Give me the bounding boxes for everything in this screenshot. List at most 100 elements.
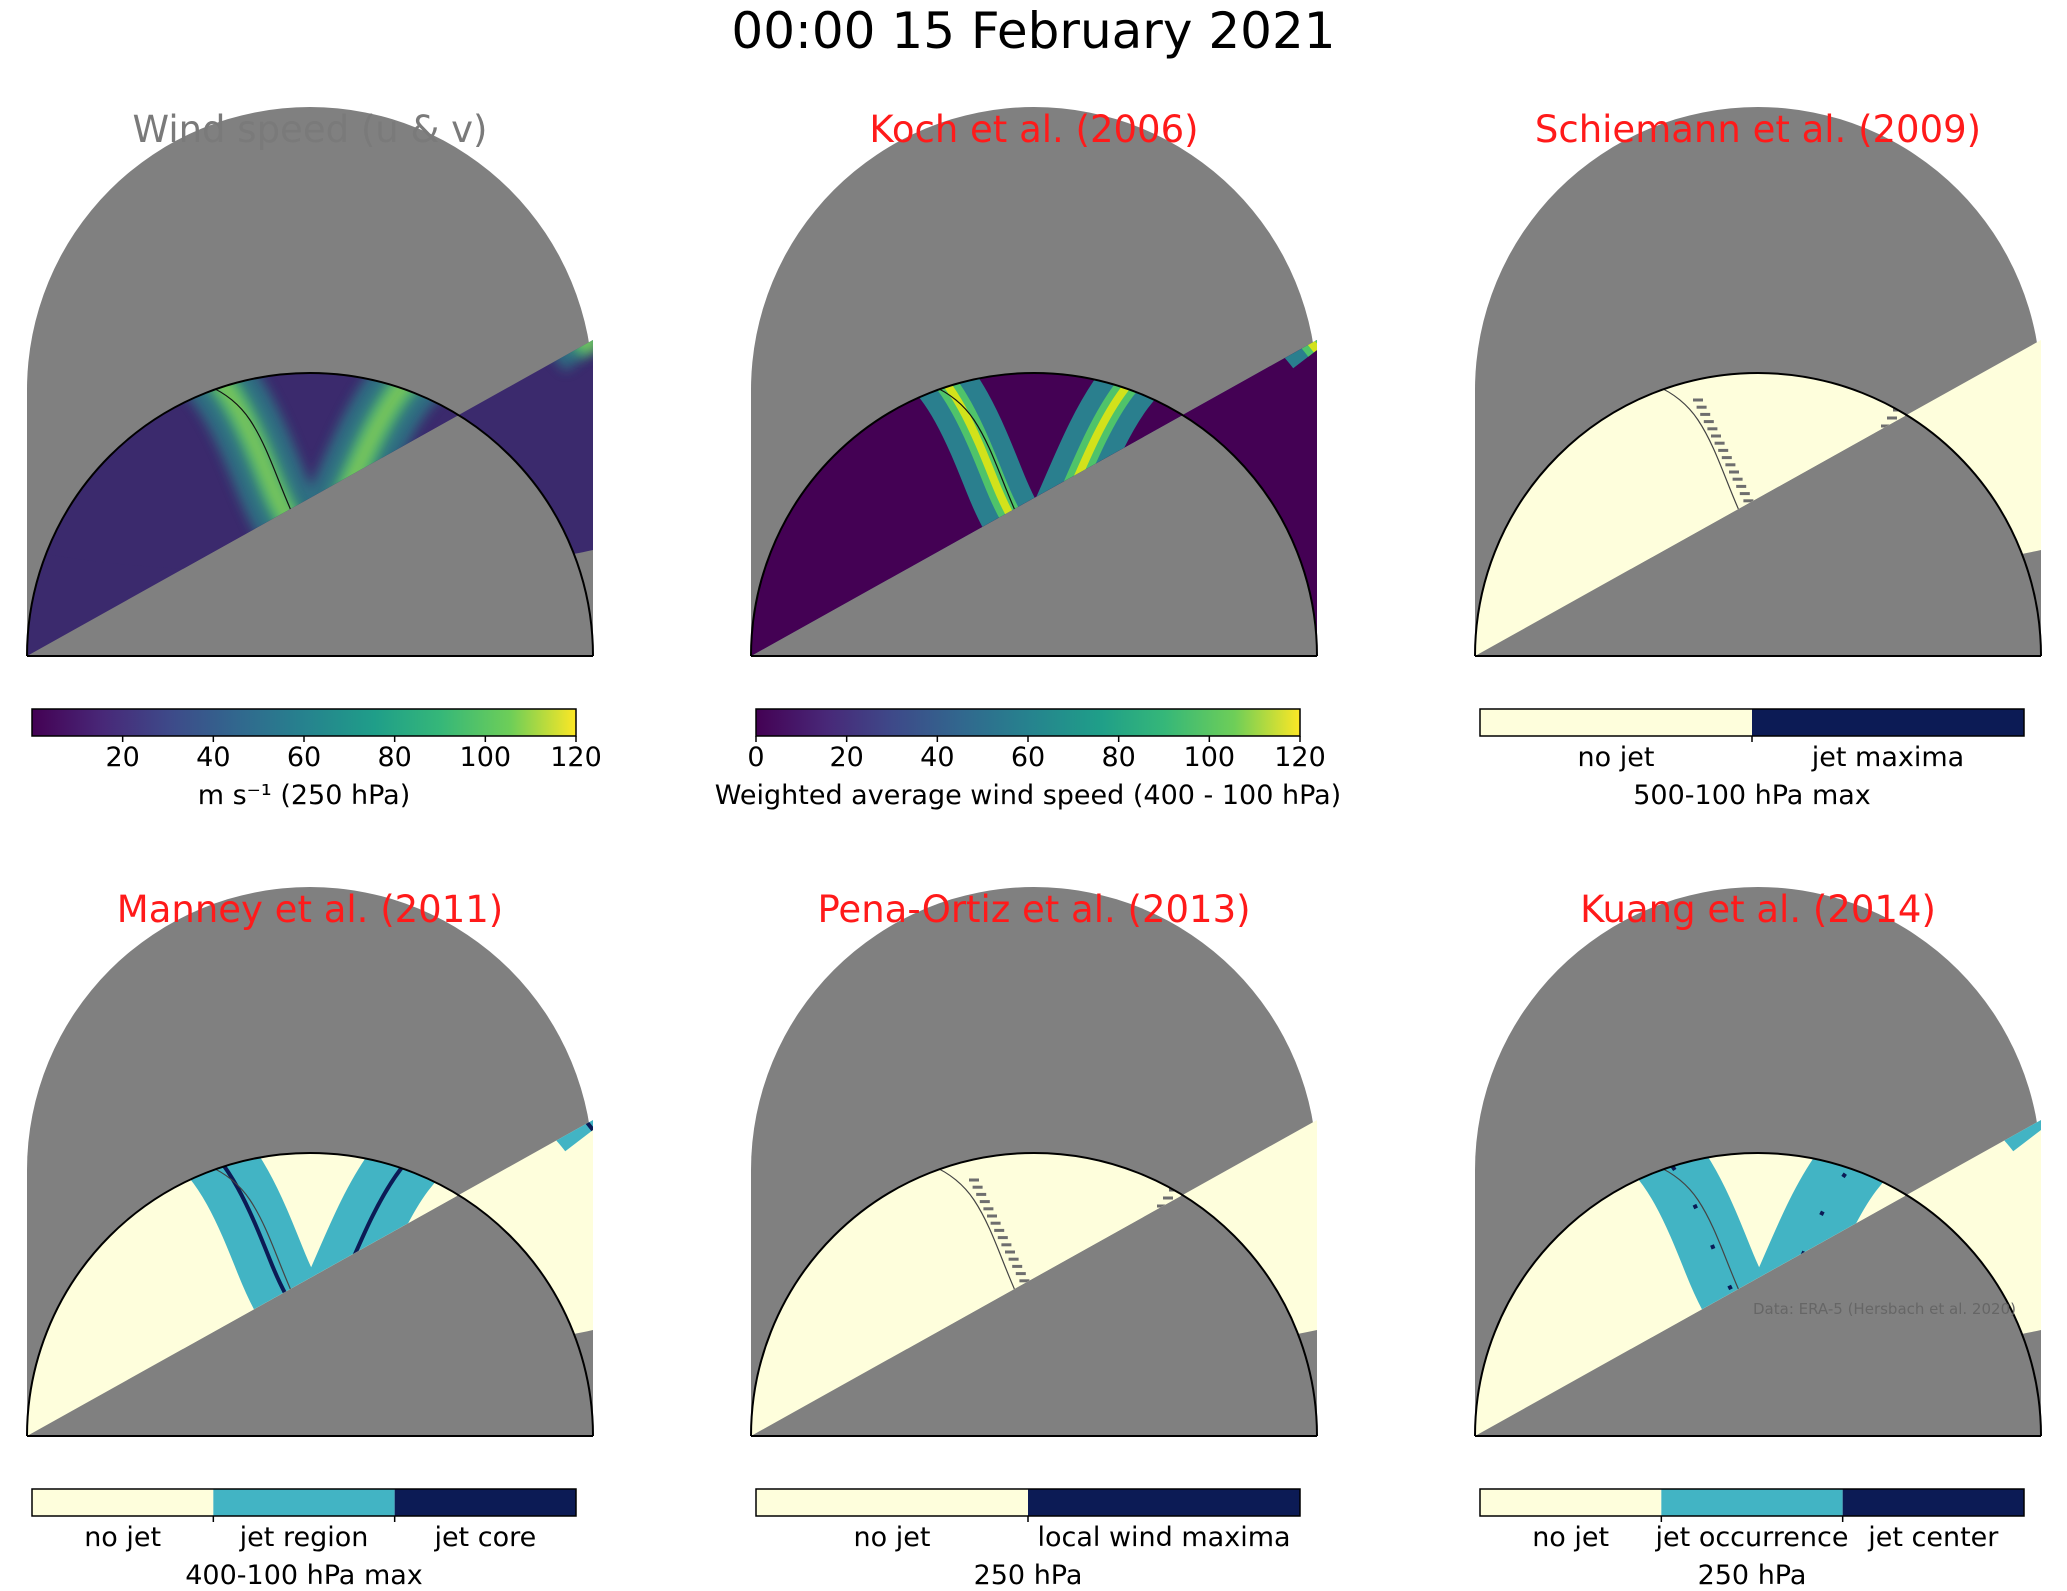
colorbar-tick-label: 120 (1274, 742, 1326, 773)
colorbar-category-label: no jet (1577, 742, 1655, 773)
jet-maximum-mark (1736, 484, 1747, 488)
panel-6-map (1474, 887, 2042, 1437)
colorbar-category-label: jet region (239, 1522, 369, 1553)
colorbar-category-label: local wind maxima (1037, 1522, 1291, 1553)
jet-maximum-mark (1696, 405, 1707, 409)
panel-4-colorbar (31, 1488, 577, 1522)
colorbar-category-swatch (1480, 709, 1752, 736)
colorbar-tick-label: 40 (196, 742, 231, 773)
jet-maximum-mark (1019, 1279, 1030, 1283)
jet-maximum-mark (1714, 441, 1725, 445)
jet-maximum-mark (972, 1185, 983, 1189)
jet-maximum-mark (1711, 434, 1721, 438)
colorbar-category-label: jet core (434, 1522, 537, 1553)
colorbar-category-label: no jet (853, 1522, 931, 1553)
jet-maximum-mark (976, 1192, 987, 1196)
panel-2-title: Koch et al. (2006) (869, 108, 1199, 151)
colorbar-category-swatch (32, 1489, 214, 1516)
panel-2-colorbar (755, 708, 1301, 742)
jet-maximum-mark (1725, 463, 1736, 467)
colorbar-category-swatch (1480, 1489, 1662, 1516)
panel-1-colorbar (31, 708, 577, 742)
colorbar-category-label: jet center (1868, 1522, 1999, 1553)
jet-maximum-mark (987, 1214, 997, 1218)
panel-1-map (26, 107, 594, 657)
panel-5-colorbar-label: 250 hPa (973, 1560, 1083, 1591)
jet-maximum-mark (1739, 492, 1750, 496)
panel-5-title: Pena-Ortiz et al. (2013) (817, 888, 1251, 931)
colorbar-tick-label: 120 (550, 742, 602, 773)
colorbar-category-swatch (756, 1489, 1028, 1516)
jet-maximum-mark (1012, 1264, 1023, 1268)
jet-maximum-mark (979, 1200, 990, 1204)
colorbar-category-label: jet occurrence (1655, 1522, 1849, 1553)
colorbar-tick-label: 20 (829, 742, 864, 773)
jet-maximum-mark (1700, 412, 1711, 416)
colorbar-tick-label: 100 (1183, 742, 1236, 773)
panel-6-colorbar (1479, 1488, 2025, 1522)
panel-3-title: Schiemann et al. (2009) (1534, 108, 1982, 151)
globe-outline (1474, 372, 2042, 657)
panel-6-colorbar-label: 250 hPa (1697, 1560, 1807, 1591)
colorbar-tick-label: 60 (286, 742, 322, 773)
colorbar-tick-label: 60 (1010, 742, 1046, 773)
panel-3-colorbar-label: 500-100 hPa max (1633, 780, 1871, 811)
figure-title: 00:00 15 February 2021 (731, 2, 1336, 60)
colorbar-category-label: jet maxima (1811, 742, 1965, 773)
jet-maximum-mark (1743, 499, 1754, 503)
colorbar-category-swatch (213, 1489, 395, 1516)
jet-maximum-mark (990, 1221, 1001, 1225)
colorbar-tick-label: 40 (920, 742, 955, 773)
globe-outline (26, 372, 594, 657)
panel-5-map (750, 887, 1318, 1437)
jet-maximum-mark (1015, 1272, 1026, 1276)
jet-maximum-mark (1008, 1257, 1019, 1261)
jet-maximum-mark (983, 1207, 994, 1211)
colorbar-tick-label: 0 (747, 742, 765, 773)
jet-maximum-mark (997, 1236, 1008, 1240)
globe-outline (750, 372, 1318, 657)
jet-maximum-mark (994, 1228, 1005, 1232)
globe-outline (1474, 1152, 2042, 1437)
jet-maximum-mark (1157, 1204, 1167, 1208)
jet-maximum-mark (1721, 456, 1732, 460)
jet-maximum-mark (1887, 416, 1897, 420)
globe-outline (750, 1152, 1318, 1437)
colorbar-tick-label: 100 (459, 742, 512, 773)
colorbar-category-swatch (394, 1489, 576, 1516)
panel-5-colorbar (755, 1488, 1301, 1522)
jet-maximum-mark (1001, 1243, 1012, 1247)
jet-maximum-mark (1163, 1196, 1173, 1200)
panel-1-title: Wind speed (u & v) (132, 108, 488, 151)
colorbar-tick-label: 20 (105, 742, 140, 773)
jet-maximum-mark (1729, 470, 1739, 474)
panel-2-map (750, 107, 1318, 657)
jet-maximum-mark (969, 1178, 979, 1182)
jet-maximum-mark (1881, 424, 1891, 428)
panel-4-title: Manney et al. (2011) (116, 888, 504, 931)
data-credit: Data: ERA-5 (Hersbach et al. 2020) (1753, 1300, 2016, 1318)
jet-maximum-mark (1693, 398, 1703, 402)
panel-4-colorbar-label: 400-100 hPa max (185, 1560, 423, 1591)
panel-3-map (1474, 107, 2042, 657)
colorbar-category-swatch (1842, 1489, 2024, 1516)
colorbar-category-swatch (1752, 709, 2024, 736)
colorbar-category-label: no jet (84, 1522, 162, 1553)
jet-maximum-mark (1707, 427, 1718, 431)
jet-maximum-mark (1005, 1250, 1015, 1254)
panel-2-colorbar-label: Weighted average wind speed (400 - 100 h… (714, 780, 1342, 811)
jet-maximum-mark (1718, 448, 1729, 452)
colorbar-tick-label: 80 (377, 742, 412, 773)
colorbar-category-swatch (1028, 1489, 1300, 1516)
colorbar-category-swatch (1661, 1489, 1843, 1516)
jet-maximum-mark (1703, 420, 1714, 424)
panel-4-map (26, 887, 594, 1437)
panel-3-colorbar (1479, 708, 2025, 742)
globe-outline (26, 1152, 594, 1437)
colorbar-tick-label: 80 (1101, 742, 1136, 773)
jet-maximum-mark (1732, 477, 1743, 481)
colorbar-category-label: no jet (1532, 1522, 1610, 1553)
panel-1-colorbar-label: m s⁻¹ (250 hPa) (197, 780, 411, 811)
panel-6-title: Kuang et al. (2014) (1580, 888, 1936, 931)
